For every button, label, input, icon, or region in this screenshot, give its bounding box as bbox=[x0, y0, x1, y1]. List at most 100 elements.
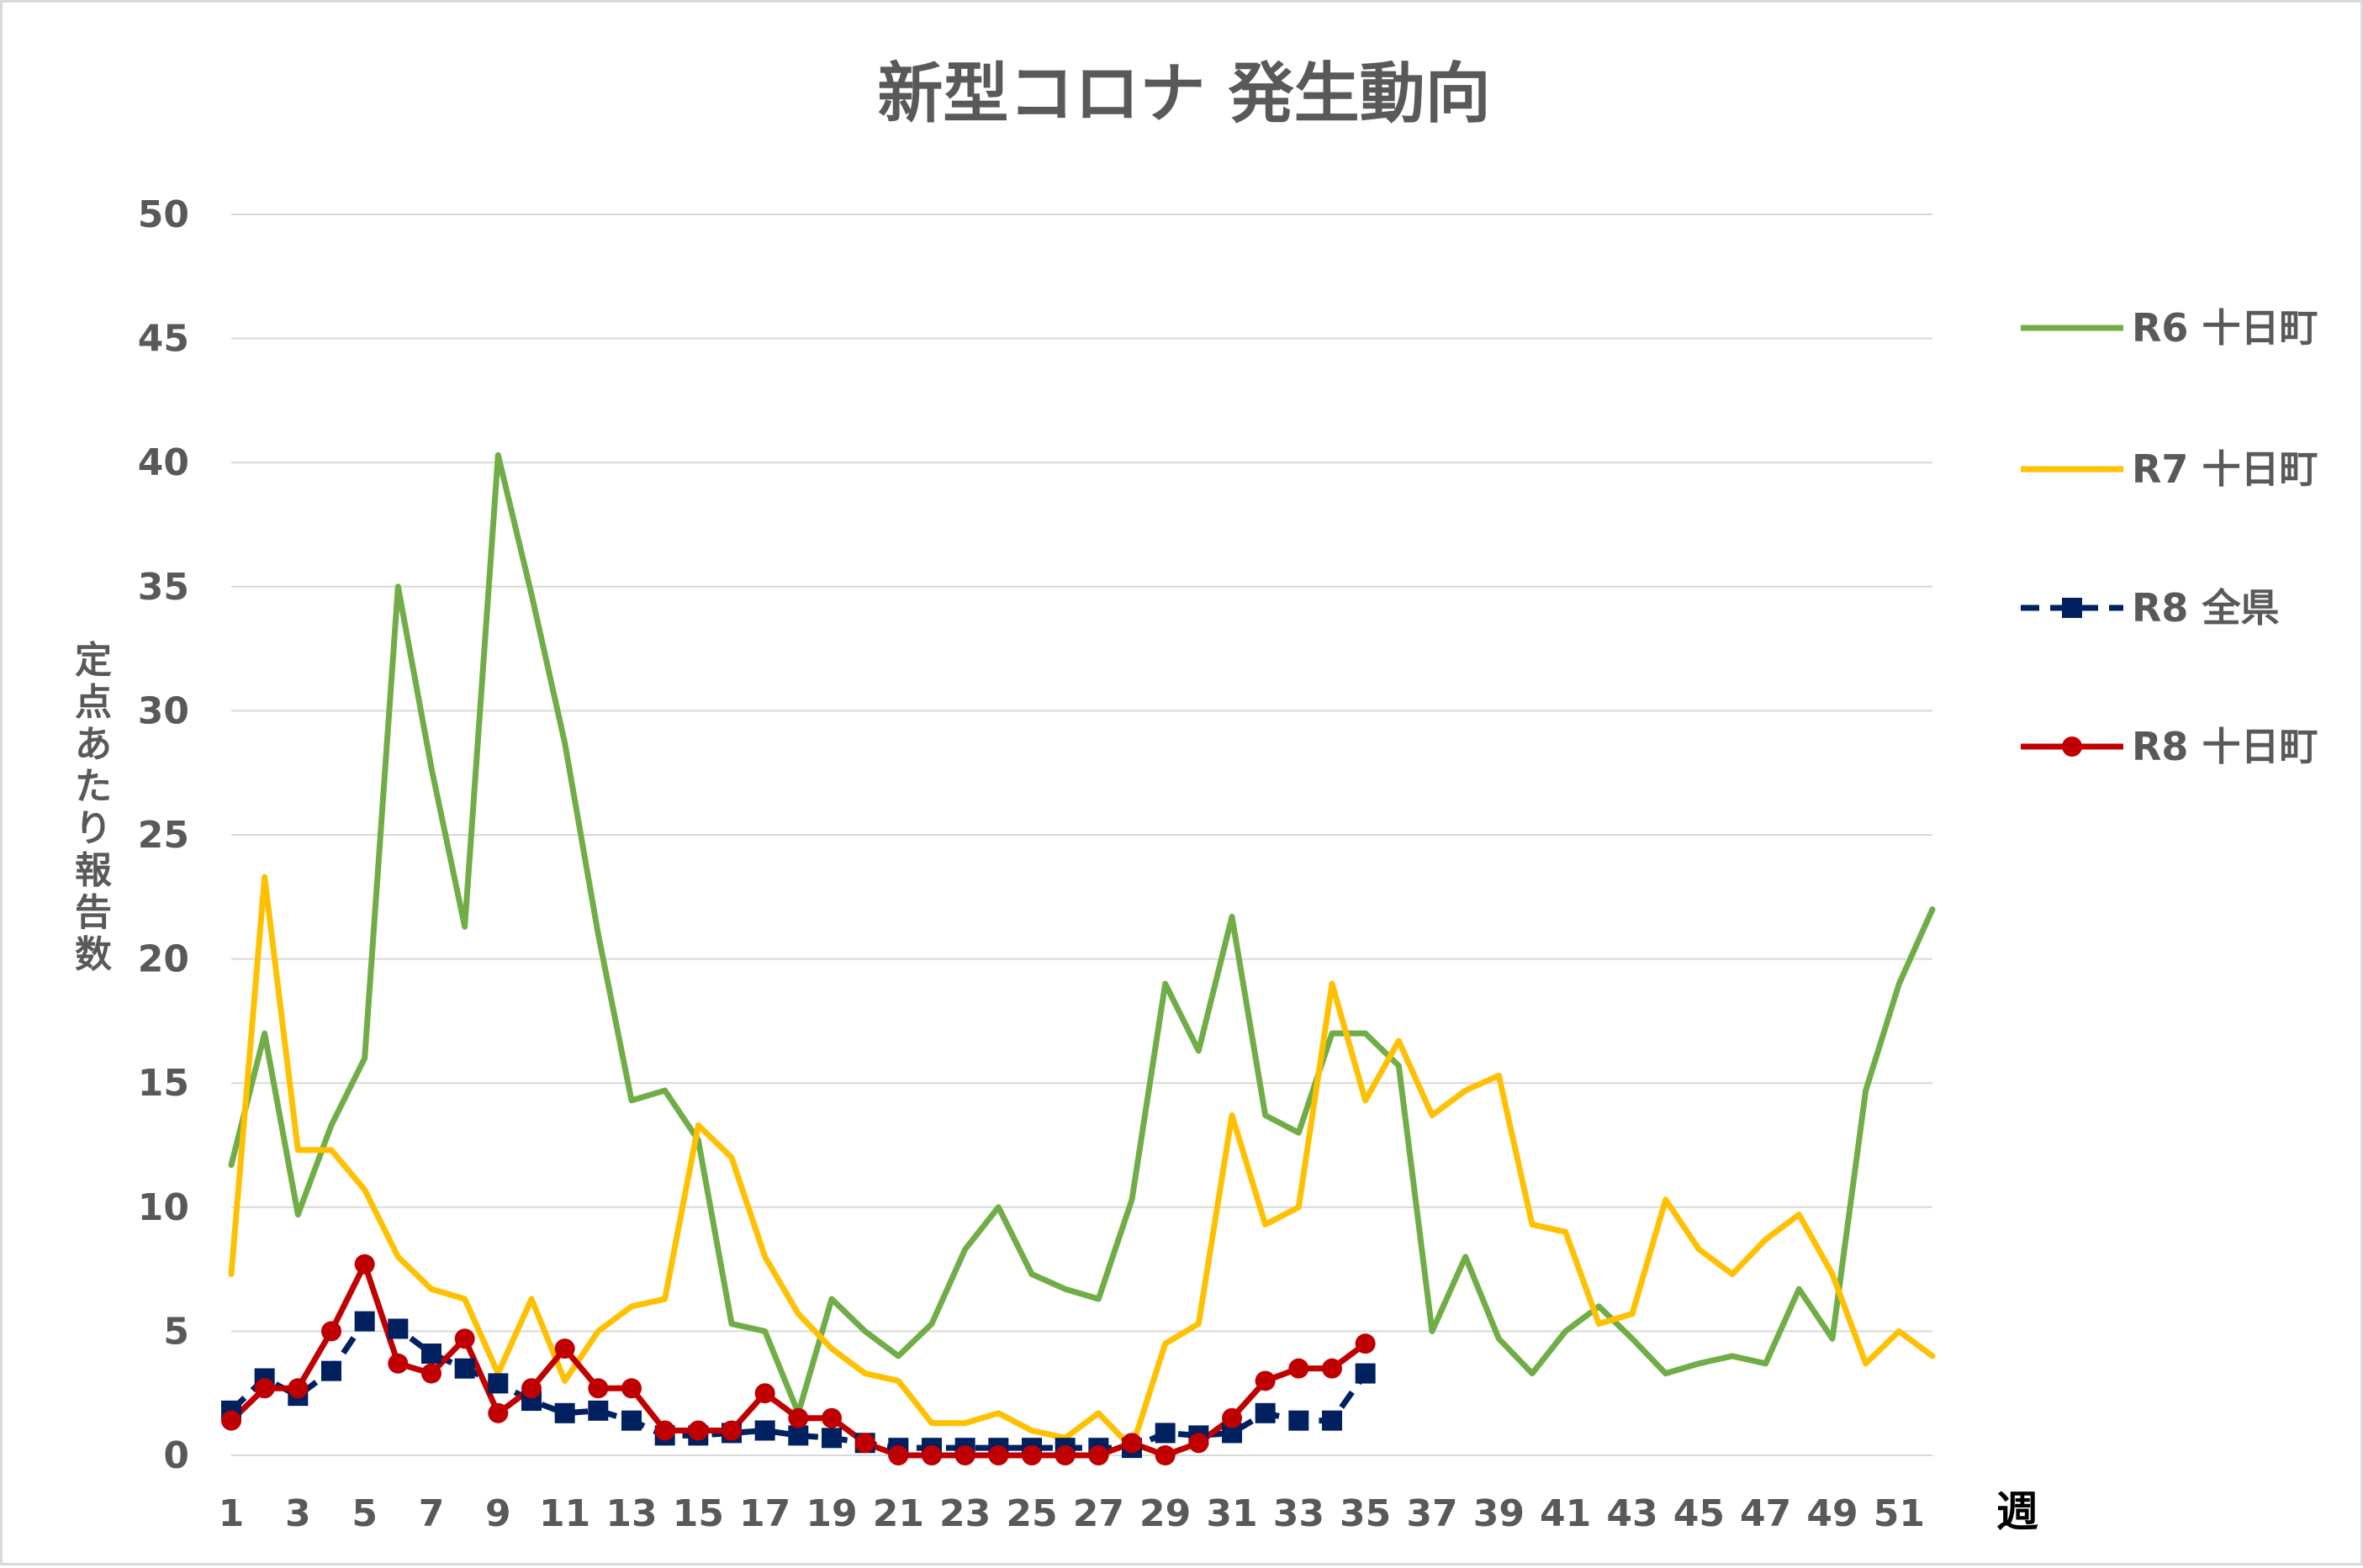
legend-swatch-marker bbox=[2062, 736, 2082, 757]
x-tick-label: 27 bbox=[1073, 1492, 1124, 1535]
data-point-circle bbox=[554, 1338, 575, 1359]
data-point-circle bbox=[754, 1383, 775, 1404]
data-point-circle bbox=[922, 1445, 942, 1465]
y-axis-title-char: り bbox=[75, 807, 112, 850]
y-axis-title-char: 数 bbox=[75, 933, 112, 976]
data-point-square bbox=[588, 1400, 609, 1421]
y-tick-label: 15 bbox=[138, 1062, 189, 1105]
data-point-square bbox=[1322, 1410, 1342, 1431]
data-point-square bbox=[421, 1343, 441, 1364]
data-point-square bbox=[488, 1373, 509, 1394]
x-tick-label: 17 bbox=[739, 1492, 790, 1535]
x-tick-label: 39 bbox=[1473, 1492, 1525, 1535]
data-point-circle bbox=[621, 1378, 642, 1399]
data-point-circle bbox=[1055, 1445, 1076, 1465]
x-tick-label: 9 bbox=[485, 1492, 511, 1535]
data-point-circle bbox=[788, 1407, 809, 1428]
x-tick-label: 23 bbox=[939, 1492, 991, 1535]
data-point-square bbox=[554, 1402, 575, 1423]
data-point-circle bbox=[1322, 1358, 1342, 1379]
legend-label: R8 全県 bbox=[2132, 585, 2279, 631]
data-point-circle bbox=[1222, 1407, 1242, 1428]
x-tick-label: 3 bbox=[285, 1492, 311, 1535]
data-point-square bbox=[621, 1410, 642, 1431]
y-tick-label: 40 bbox=[138, 441, 189, 484]
y-axis-ticks: 0 5 10 15 20 25 30 35 40 45 50 bbox=[138, 193, 189, 1477]
data-point-circle bbox=[822, 1407, 842, 1428]
data-point-square bbox=[1288, 1410, 1309, 1431]
data-point-circle bbox=[722, 1420, 742, 1441]
x-tick-label: 33 bbox=[1273, 1492, 1324, 1535]
x-tick-label: 47 bbox=[1740, 1492, 1791, 1535]
x-tick-label: 13 bbox=[605, 1492, 657, 1535]
data-point-square bbox=[1355, 1363, 1376, 1384]
data-point-square bbox=[321, 1360, 341, 1381]
legend-swatch-marker bbox=[2062, 598, 2082, 618]
data-point-square bbox=[388, 1318, 409, 1339]
chart-title: 新型コロナ 発生動向 bbox=[877, 56, 1490, 132]
data-point-circle bbox=[254, 1378, 275, 1399]
data-point-circle bbox=[688, 1420, 709, 1441]
y-tick-label: 30 bbox=[138, 689, 189, 732]
data-point-circle bbox=[1122, 1433, 1142, 1454]
x-tick-label: 49 bbox=[1806, 1492, 1858, 1535]
y-axis-title-char: 告 bbox=[75, 891, 112, 934]
x-tick-label: 51 bbox=[1874, 1492, 1925, 1535]
data-point-square bbox=[754, 1420, 775, 1441]
data-point-circle bbox=[954, 1445, 975, 1465]
data-point-circle bbox=[888, 1445, 909, 1465]
data-point-circle bbox=[321, 1321, 341, 1342]
x-axis-title: 週 bbox=[1996, 1487, 2038, 1536]
x-tick-label: 43 bbox=[1606, 1492, 1657, 1535]
x-tick-label: 45 bbox=[1673, 1492, 1725, 1535]
data-point-circle bbox=[654, 1420, 675, 1441]
data-point-square bbox=[454, 1358, 475, 1379]
gridlines bbox=[231, 214, 1932, 1456]
y-axis-title-char: あ bbox=[75, 723, 112, 766]
x-tick-label: 35 bbox=[1340, 1492, 1391, 1535]
x-tick-label: 31 bbox=[1206, 1492, 1257, 1535]
y-tick-label: 50 bbox=[138, 193, 189, 236]
data-point-circle bbox=[1355, 1333, 1376, 1354]
data-point-circle bbox=[454, 1328, 475, 1349]
data-point-circle bbox=[1288, 1358, 1309, 1379]
data-point-circle bbox=[1155, 1445, 1176, 1465]
y-tick-label: 5 bbox=[163, 1310, 189, 1353]
data-point-circle bbox=[1022, 1445, 1042, 1465]
data-point-circle bbox=[1255, 1370, 1276, 1391]
y-tick-label: 0 bbox=[163, 1434, 189, 1477]
y-tick-label: 45 bbox=[138, 318, 189, 361]
series-line-2 bbox=[228, 874, 1936, 1451]
x-tick-label: 1 bbox=[219, 1492, 245, 1535]
data-point-square bbox=[788, 1425, 809, 1446]
x-axis-ticks: 1 3 5 7 9 11 13 15 17 19 21 23 25 27 29 31 33 35 37 39 41 43 4… bbox=[219, 1492, 1925, 1535]
series-line-3 bbox=[229, 1318, 1368, 1451]
x-tick-label: 25 bbox=[1006, 1492, 1057, 1535]
x-tick-label: 21 bbox=[873, 1492, 924, 1535]
y-axis-title-char: 報 bbox=[75, 849, 112, 892]
data-point-circle bbox=[221, 1410, 241, 1431]
series-layer bbox=[221, 451, 1936, 1465]
y-tick-label: 10 bbox=[138, 1186, 189, 1229]
x-tick-label: 29 bbox=[1139, 1492, 1191, 1535]
data-point-circle bbox=[488, 1402, 509, 1423]
legend: R6 十日町 R7 十日町 R8 全県 R8 十日町 bbox=[2021, 305, 2318, 769]
data-point-circle bbox=[1188, 1433, 1209, 1454]
data-point-circle bbox=[288, 1378, 309, 1399]
data-point-square bbox=[1255, 1402, 1276, 1423]
y-tick-label: 35 bbox=[138, 566, 189, 609]
data-point-circle bbox=[588, 1378, 609, 1399]
data-point-circle bbox=[388, 1353, 409, 1374]
data-point-square bbox=[1155, 1423, 1176, 1444]
legend-label: R7 十日町 bbox=[2132, 446, 2318, 492]
x-tick-label: 19 bbox=[806, 1492, 857, 1535]
x-tick-label: 41 bbox=[1540, 1492, 1591, 1535]
y-axis-title-char: た bbox=[75, 765, 112, 808]
x-tick-label: 5 bbox=[352, 1492, 378, 1535]
data-point-circle bbox=[1088, 1445, 1109, 1465]
x-tick-label: 15 bbox=[673, 1492, 724, 1535]
data-point-circle bbox=[854, 1433, 875, 1454]
